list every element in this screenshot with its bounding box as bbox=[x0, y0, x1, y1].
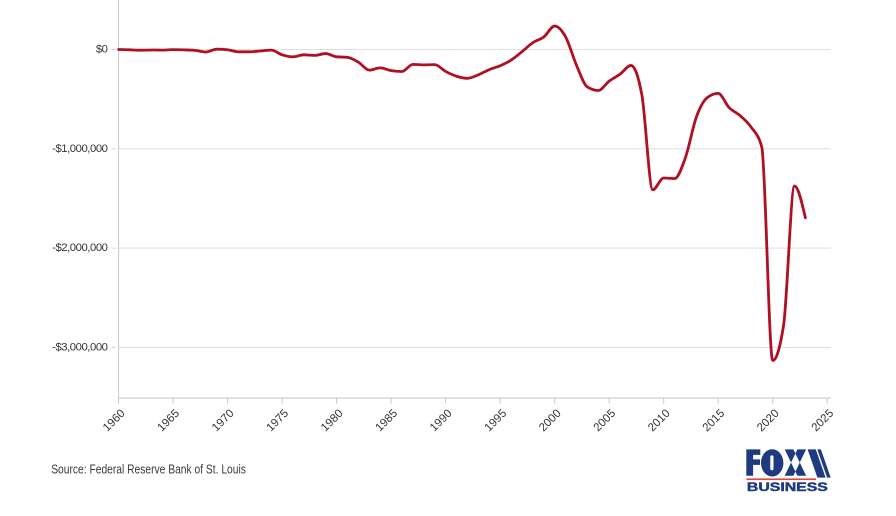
svg-text:-$1,000,000: -$1,000,000 bbox=[52, 143, 108, 155]
svg-text:-$2,000,000: -$2,000,000 bbox=[52, 242, 108, 254]
svg-text:-$3,000,000: -$3,000,000 bbox=[52, 341, 108, 353]
svg-text:$0: $0 bbox=[96, 44, 108, 56]
svg-text:Source: Federal Reserve Bank o: Source: Federal Reserve Bank of St. Loui… bbox=[51, 464, 246, 477]
svg-text:BUSINESS: BUSINESS bbox=[747, 480, 828, 494]
